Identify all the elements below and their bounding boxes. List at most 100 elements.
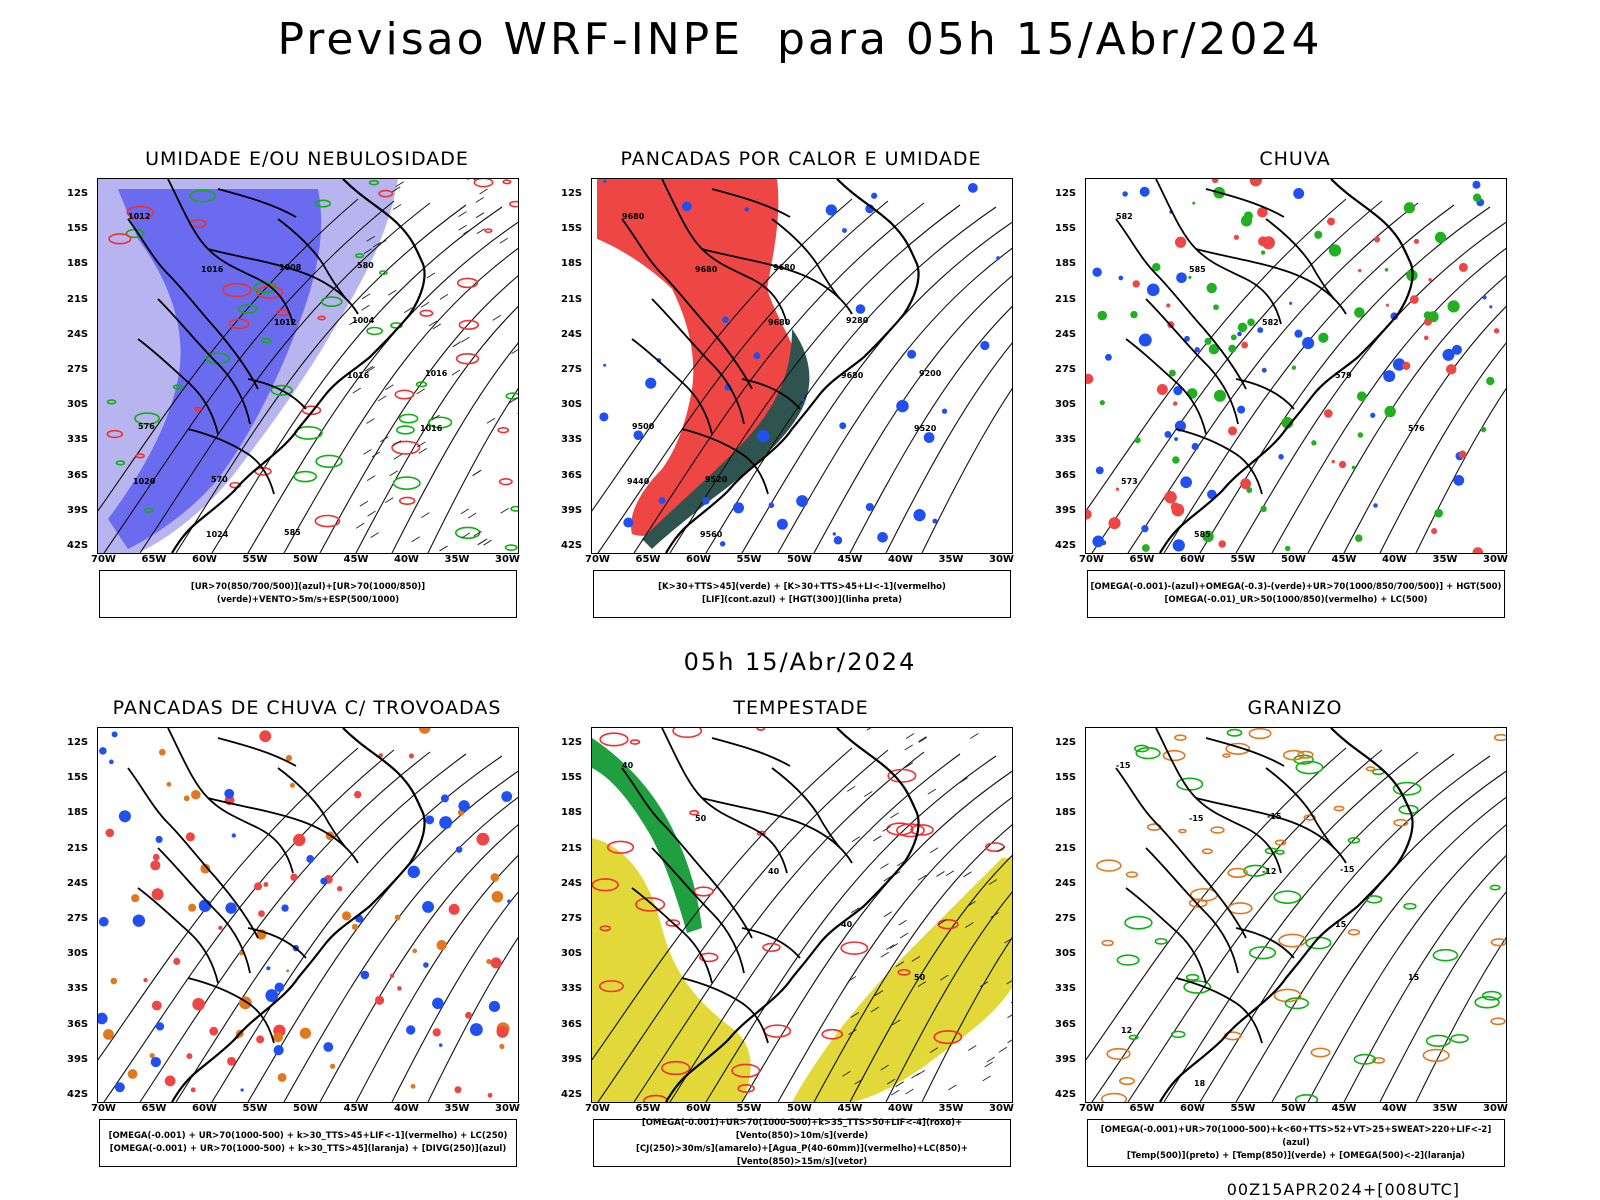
contour-label: 15 [1335,920,1347,929]
legend-line: [Temp(500)](preto) + [Temp(850)](verde) … [1126,1150,1466,1161]
lon-label: 35W [1432,554,1458,565]
lat-label: 12S [561,188,583,199]
contour-label: 9680 [768,318,791,327]
borders [621,728,853,1044]
lon-label: 45W [1331,1103,1357,1114]
lon-label: 30W [495,1103,520,1114]
contour-group-umidade [98,198,518,553]
lat-label: 21S [1055,293,1077,305]
contour-label: 9680 [695,265,718,274]
lon-label: 40W [888,1103,913,1114]
lon-label: 55W [242,554,268,565]
lon-label: 55W [1230,554,1256,565]
lat-label: 42S [561,540,583,551]
lon-label: 40W [394,1103,419,1114]
lat-label: 18S [67,258,89,270]
lon-label: 60W [686,554,711,565]
contour-label: 40 [768,867,780,876]
lat-label: 12S [67,737,89,748]
lat-label: 21S [1055,842,1077,854]
lon-label: 45W [837,1103,863,1114]
contour-label: 1016 [347,371,370,380]
lat-label: 36S [561,1018,583,1030]
contour-label: 9280 [846,316,869,325]
lat-label: 30S [1055,399,1077,411]
lat-label: 36S [561,469,583,481]
legend-line: [OMEGA(-0.001) + UR>70(1000-500) + k>30_… [109,1144,507,1154]
map-svg-granizo: -15 -15 -12 15 15 12 18 -15 -15 [1086,728,1506,1102]
lat-label: 36S [1055,469,1077,481]
lat-label: 39S [67,1053,89,1065]
panel-title-umidade: UMIDADE E/OU NEBULOSIDADE [145,148,469,170]
contour-label: 580 [357,261,374,270]
legend-tempestade: [OMEGA(-0.001)+UR>70(1000-500)+k>35_TTS>… [593,1118,1011,1167]
jet-area-east [792,858,1012,1102]
contour-label: 1020 [133,477,156,486]
lon-label: 50W [1281,554,1306,565]
lat-label: 39S [67,504,89,516]
legend-line: [OMEGA(-0.001)+UR>70(1000-500)+k<60+TTS>… [1100,1124,1492,1148]
lon-label: 50W [787,1103,812,1114]
lon-label: 70W [91,554,116,565]
contour-label: 1016 [425,369,448,378]
panel-title-pancadas_trovoadas: PANCADAS DE CHUVA C/ TROVOADAS [112,697,502,719]
map-granizo: -15 -15 -12 15 15 12 18 -15 -15 [1085,727,1507,1103]
map-umidade: 1012 1016 1012 1016 1016 1020 1024 1008 1004 1016… [97,178,519,554]
panel-title-granizo: GRANIZO [1247,697,1343,719]
contour-label: 40 [622,761,634,770]
lat-label: 27S [67,364,89,375]
contour-label: 18 [1194,1079,1206,1088]
lon-label: 60W [192,554,217,565]
map-svg-tempestade: 40 50 40 40 50 [592,728,1012,1102]
contour-label: 12 [1121,1026,1132,1035]
lon-label: 60W [1180,1103,1205,1114]
borders [1115,728,1347,1044]
map-svg-chuva: 582 585 582 579 576 573 585 [1086,179,1506,553]
contour-label: 9520 [914,424,937,433]
contour-labels-chuva: 582 585 582 579 576 573 585 [1116,212,1425,539]
lon-label: 50W [787,554,812,565]
legend-pancadas_calor: [K>30+TTS>45](verde) + [K>30+TTS>45+LI<-… [593,570,1011,618]
lat-label: 15S [561,223,583,235]
lon-label: 40W [1382,1103,1407,1114]
contour-label: 585 [284,528,301,537]
coastline [1159,179,1414,553]
lat-label: 18S [1055,258,1077,270]
lon-label: 55W [736,1103,762,1114]
lon-label: 60W [1180,554,1205,565]
lon-label: 45W [343,1103,369,1114]
lon-label: 55W [1230,1103,1256,1114]
contour-label: 573 [1121,477,1138,486]
scatter-group-pancadas_calor [599,179,1001,547]
legend-line: [OMEGA(-0.001)+UR>70(1000-500)+k>35_TTS>… [641,1118,963,1141]
contour-group-chuva [1086,198,1506,553]
lat-label: 15S [67,223,89,235]
contour-label: 9520 [705,475,728,484]
lon-label: 55W [736,554,762,565]
borders [621,179,853,495]
contour-label: 50 [695,814,707,823]
lat-label: 39S [1055,504,1077,516]
lat-label: 42S [1055,540,1077,551]
lon-label: 40W [394,554,419,565]
contour-labels-umidade: 1012 1016 1012 1016 1016 1020 1024 1008 1004 1016… [128,212,448,539]
lon-label: 70W [91,1103,116,1114]
lon-label: 45W [343,554,369,565]
main-title: Previsao WRF-INPE para 05h 15/Abr/2024 [277,14,1323,65]
lon-label: 65W [635,554,661,565]
lat-label: 21S [67,293,89,305]
run-footer: 00Z15APR2024+[008UTC] [1226,1180,1460,1199]
contour-label: 582 [1262,318,1279,327]
contour-label: -15 [1267,812,1282,821]
legend-umidade: [UR>70(850/700/500)](azul)+[UR>70(1000/8… [99,570,517,618]
lat-label: 30S [561,948,583,960]
lat-label: 30S [1055,948,1077,960]
moisture-area [642,329,810,549]
wind-vectors-umidade [349,179,518,552]
lon-label: 40W [888,554,913,565]
borders [127,728,359,1044]
contour-label: 570 [211,475,228,484]
scatter-group-tempestade [592,728,1005,1102]
contour-label: 576 [138,422,155,431]
lon-label: 45W [837,554,863,565]
